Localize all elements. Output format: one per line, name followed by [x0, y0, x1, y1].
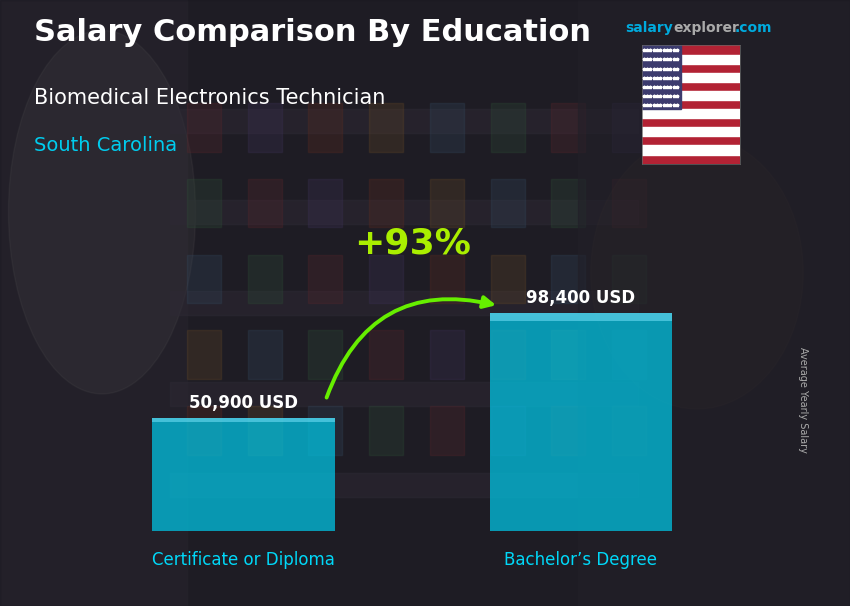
- Bar: [490, 255, 524, 303]
- Bar: [642, 55, 740, 64]
- Bar: [642, 45, 681, 109]
- Bar: [612, 179, 646, 227]
- Ellipse shape: [8, 30, 196, 394]
- Bar: [0, 0, 187, 606]
- Bar: [490, 103, 524, 152]
- Bar: [187, 255, 221, 303]
- Bar: [552, 406, 586, 454]
- Bar: [309, 255, 343, 303]
- Text: +93%: +93%: [354, 227, 471, 261]
- Text: Biomedical Electronics Technician: Biomedical Electronics Technician: [34, 88, 385, 108]
- Bar: [309, 179, 343, 227]
- Bar: [170, 382, 638, 406]
- Text: Salary Comparison By Education: Salary Comparison By Education: [34, 18, 591, 47]
- Text: Average Yearly Salary: Average Yearly Salary: [798, 347, 808, 453]
- Bar: [490, 313, 672, 531]
- Bar: [247, 179, 281, 227]
- Bar: [187, 103, 221, 152]
- Bar: [247, 330, 281, 379]
- Bar: [490, 179, 524, 227]
- Bar: [430, 103, 464, 152]
- Bar: [309, 330, 343, 379]
- Bar: [642, 145, 740, 155]
- Bar: [552, 179, 586, 227]
- Bar: [369, 255, 403, 303]
- Text: Bachelor’s Degree: Bachelor’s Degree: [504, 551, 657, 569]
- Bar: [552, 103, 586, 152]
- Bar: [490, 330, 524, 379]
- Bar: [490, 406, 524, 454]
- Bar: [247, 406, 281, 454]
- Bar: [369, 103, 403, 152]
- Bar: [187, 330, 221, 379]
- Text: .com: .com: [734, 21, 772, 35]
- Bar: [170, 200, 638, 224]
- Bar: [612, 255, 646, 303]
- Text: salary: salary: [625, 21, 672, 35]
- Bar: [642, 127, 740, 136]
- Bar: [247, 103, 281, 152]
- Bar: [642, 91, 740, 100]
- Bar: [187, 406, 221, 454]
- Bar: [369, 406, 403, 454]
- Text: 98,400 USD: 98,400 USD: [526, 289, 636, 307]
- Bar: [309, 406, 343, 454]
- Ellipse shape: [591, 136, 803, 409]
- Text: 50,900 USD: 50,900 USD: [190, 395, 298, 413]
- Text: South Carolina: South Carolina: [34, 136, 177, 155]
- Bar: [430, 179, 464, 227]
- Bar: [430, 255, 464, 303]
- Bar: [578, 0, 850, 606]
- Bar: [612, 406, 646, 454]
- Bar: [309, 103, 343, 152]
- Bar: [369, 179, 403, 227]
- Bar: [152, 418, 335, 531]
- Bar: [552, 255, 586, 303]
- Bar: [552, 330, 586, 379]
- Bar: [187, 179, 221, 227]
- Bar: [170, 473, 638, 497]
- Bar: [152, 418, 335, 422]
- Bar: [612, 330, 646, 379]
- Bar: [612, 103, 646, 152]
- Bar: [369, 330, 403, 379]
- Text: Certificate or Diploma: Certificate or Diploma: [152, 551, 335, 569]
- Bar: [430, 406, 464, 454]
- Bar: [490, 313, 672, 321]
- Text: explorer: explorer: [673, 21, 739, 35]
- Bar: [247, 255, 281, 303]
- Bar: [642, 73, 740, 82]
- Bar: [642, 109, 740, 118]
- Bar: [430, 330, 464, 379]
- Bar: [170, 291, 638, 315]
- Bar: [170, 109, 638, 133]
